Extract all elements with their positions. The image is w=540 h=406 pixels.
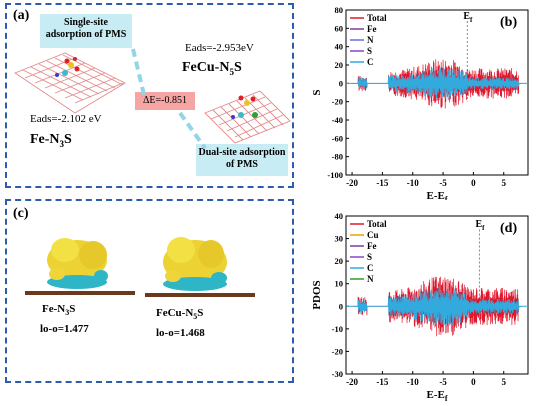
- panel-c: [5, 199, 294, 383]
- legend-entry: S: [367, 252, 372, 262]
- x-tick-label: -15: [376, 377, 388, 387]
- y-tick-label: -20: [332, 346, 343, 356]
- y-axis-label: S: [311, 89, 323, 95]
- legend-entry: Cu: [367, 230, 379, 240]
- panel-a-label: (a): [13, 8, 30, 23]
- isosurface-left: [47, 238, 108, 289]
- x-tick-label: 5: [501, 377, 506, 387]
- series-c: [352, 66, 522, 100]
- x-axis-label: E-Ef: [426, 389, 447, 403]
- isosurface-right: [163, 237, 227, 291]
- plot-frame: [345, 9, 529, 176]
- x-tick-label: -5: [439, 178, 447, 188]
- y-tick-label: -20: [332, 97, 343, 107]
- graphene-chain-right: [145, 293, 255, 297]
- panel-c-label: (c): [13, 206, 29, 221]
- legend-entry: Fe: [367, 24, 377, 34]
- x-tick-label: -5: [439, 377, 447, 387]
- panel-a-structures: [14, 48, 291, 150]
- y-tick-label: 10: [335, 279, 344, 289]
- y-tick-label: 80: [335, 5, 344, 15]
- adsorbate-2: [231, 95, 258, 119]
- x-tick-label: 5: [501, 178, 506, 188]
- adsorbate-1: [55, 57, 80, 77]
- y-tick-label: 40: [335, 211, 344, 221]
- legend-entry: Total: [367, 13, 387, 23]
- y-tick-label: 60: [335, 23, 344, 33]
- eads-fen3s: Eads=-2.102 eV: [30, 113, 102, 125]
- y-tick-label: -30: [332, 369, 343, 379]
- plot-frame: [345, 215, 529, 375]
- x-tick-label: 0: [471, 377, 476, 387]
- series-c: [352, 286, 522, 326]
- x-tick-label: 0: [471, 178, 476, 188]
- y-tick-label: -80: [332, 152, 343, 162]
- y-tick-label: -60: [332, 133, 343, 143]
- y-tick-label: 20: [335, 60, 344, 70]
- legend-entry: N: [367, 274, 374, 284]
- dos-chart-b: -20 -15 -10 -5 0 5 80 60 40 20 0 -20 -40 -60 -80 -100 E-…: [311, 5, 529, 200]
- delta-e-badge: ΔE=-0.851: [135, 92, 195, 110]
- x-tick-label: -20: [346, 178, 358, 188]
- dual-site-label: Dual-site adsorption of PMS: [196, 144, 288, 176]
- y-tick-label: -100: [327, 170, 343, 180]
- fermi-label: Ef: [475, 219, 485, 232]
- fermi-label: Ef: [463, 11, 473, 24]
- legend-entry: C: [367, 57, 374, 67]
- y-tick-label: -40: [332, 115, 343, 125]
- panel-c-right-name: FeCu-N5S: [156, 307, 204, 322]
- x-tick-label: -15: [376, 178, 388, 188]
- panel-c-left-name: Fe-N3S: [42, 303, 76, 318]
- x-tick-label: -20: [346, 377, 358, 387]
- graphene-sheet-2: [204, 90, 291, 144]
- panel-a: [5, 3, 294, 188]
- panel-c-left-lo: lo-o=1.477: [40, 323, 89, 335]
- panel-label: (d): [500, 221, 517, 236]
- panel-c-right-lo: lo-o=1.468: [156, 327, 205, 339]
- legend-entry: Fe: [367, 241, 377, 251]
- legend-entry: N: [367, 35, 374, 45]
- graphene-chain-left: [25, 291, 135, 295]
- panel-c-structures: [25, 237, 255, 297]
- panel-label: (b): [500, 15, 517, 30]
- y-tick-label: 40: [335, 42, 344, 52]
- legend-entry: Total: [367, 219, 387, 229]
- graphene-sheet-1: [14, 52, 126, 114]
- y-tick-label: 0: [339, 78, 343, 88]
- y-tick-label: 20: [335, 256, 344, 266]
- single-site-label: Single-site adsorption of PMS: [40, 14, 132, 48]
- y-tick-label: 0: [339, 301, 343, 311]
- struct-fe-n3s: Fe-N3S: [30, 132, 72, 149]
- eads-fecu: Eads=-2.953eV: [185, 42, 254, 54]
- pdos-chart-d: -20 -15 -10 -5 0 5403020100-10-20-30E-EfPDOS(…: [311, 211, 529, 403]
- x-axis-label: E-Ef: [426, 190, 447, 200]
- y-tick-label: -10: [332, 324, 343, 334]
- legend-entry: S: [367, 46, 372, 56]
- y-axis-label: PDOS: [311, 280, 323, 309]
- legend-entry: C: [367, 263, 374, 273]
- struct-fecu-n5s: FeCu-N5S: [182, 60, 242, 77]
- x-tick-label: -10: [407, 178, 419, 188]
- x-tick-label: -10: [407, 377, 419, 387]
- y-tick-label: 30: [335, 234, 344, 244]
